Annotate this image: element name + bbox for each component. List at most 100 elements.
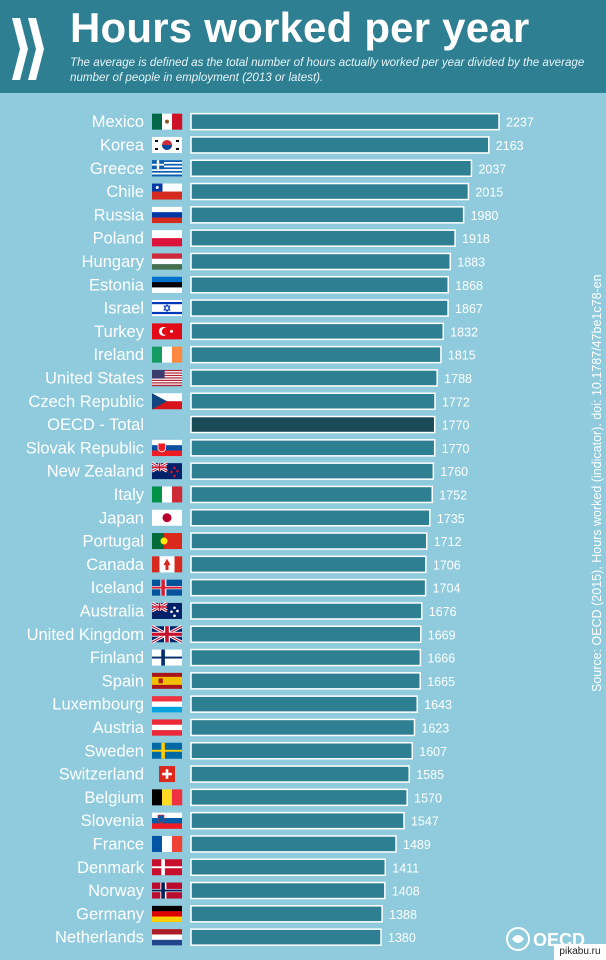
bar: [190, 672, 421, 690]
value-label: 1623: [421, 721, 449, 735]
value-label: 1547: [411, 815, 439, 829]
category-label: Spain: [102, 672, 144, 690]
bar-row: Finland 1666: [90, 648, 455, 667]
bar: [190, 345, 442, 364]
slovenia-flag-icon: [152, 812, 182, 829]
value-label: 1665: [427, 675, 455, 689]
luxembourg-flag-icon: [152, 696, 182, 713]
category-label: Israel: [104, 300, 144, 318]
value-label: 1411: [392, 861, 419, 875]
canada-flag-icon: [152, 556, 183, 573]
australia-flag-icon: [151, 601, 182, 619]
category-label: Chile: [106, 183, 144, 201]
bar-row: New Zealand 1760: [47, 461, 468, 481]
bar: [190, 858, 387, 876]
bar-row: Iceland 1704: [91, 578, 461, 597]
bar: [190, 415, 436, 434]
bar: [190, 206, 465, 224]
denmark-flag-icon: [152, 859, 182, 876]
category-label: Greece: [90, 160, 144, 178]
iceland-flag-icon: [152, 579, 182, 596]
netherlands-flag-icon: [152, 929, 182, 946]
category-label: Portugal: [83, 533, 144, 551]
value-label: 1570: [414, 791, 442, 805]
bar: [190, 928, 382, 946]
sweden-flag-icon: [152, 742, 182, 759]
turkey-flag-icon: [152, 323, 182, 340]
value-label: 1788: [444, 372, 472, 386]
category-label: Czech Republic: [28, 393, 144, 411]
value-label: 2237: [506, 116, 534, 130]
hungary-flag-icon: [152, 253, 182, 270]
italy-flag-icon: [152, 486, 183, 503]
category-label: Iceland: [91, 579, 144, 597]
ireland-flag-icon: [152, 346, 183, 363]
value-label: 1388: [389, 908, 417, 922]
page-subtitle: The average is defined as the total numb…: [70, 56, 585, 84]
category-label: Italy: [114, 486, 145, 504]
bar-row: Mexico 2237: [92, 112, 534, 131]
bar-row: Hungary 1883: [82, 252, 485, 271]
spain-flag-icon: [152, 672, 182, 689]
watermark: pikabu.ru: [554, 944, 606, 960]
bar: [190, 252, 452, 271]
category-label: Austria: [93, 719, 145, 737]
bar-row: Austria 1623: [93, 718, 449, 737]
category-label: Turkey: [94, 323, 145, 341]
category-label: Slovenia: [81, 812, 145, 830]
value-label: 1752: [439, 488, 467, 502]
value-label: 1868: [455, 279, 483, 293]
bar: [190, 881, 386, 900]
bar-row: Russia 1980: [94, 206, 498, 224]
bar-row: Spain 1665: [102, 672, 455, 690]
value-label: 1760: [440, 465, 468, 479]
bar-row: Israel 1867: [104, 299, 483, 318]
bar-row: Norway 1408: [88, 881, 420, 900]
header: Hours worked per year The average is def…: [0, 0, 606, 93]
category-label: Netherlands: [55, 929, 144, 947]
category-label: Denmark: [77, 859, 145, 877]
category-label: Germany: [76, 905, 145, 923]
slovak-republic-flag-icon: [152, 439, 182, 457]
category-label: France: [93, 835, 144, 853]
page-title: Hours worked per year: [70, 4, 530, 51]
bar: [190, 625, 422, 643]
bar-row: Germany 1388: [76, 905, 417, 923]
value-label: 1712: [434, 535, 462, 549]
source-note: Source: OECD (2015), Hours worked (indic…: [590, 230, 606, 700]
israel-flag-icon: [152, 300, 182, 317]
bar-row: Ireland 1815: [94, 345, 476, 364]
austria-flag-icon: [152, 719, 182, 736]
belgium-flag-icon: [152, 789, 183, 806]
category-label: Norway: [88, 882, 145, 900]
bar: [190, 485, 433, 504]
bar-row: Canada 1706: [86, 555, 461, 574]
estonia-flag-icon: [152, 276, 182, 293]
bar: [190, 811, 405, 830]
oecd-chevrons-icon: [12, 18, 44, 80]
bar-row: Czech Republic 1772: [28, 392, 470, 411]
bar: [190, 136, 490, 154]
category-label: Japan: [99, 509, 144, 527]
category-label: Mexico: [92, 113, 144, 131]
category-label: Russia: [94, 206, 145, 224]
bar-row: Korea 2163: [100, 136, 524, 154]
greece-flag-icon: [152, 160, 182, 177]
value-label: 1704: [433, 582, 461, 596]
bar: [190, 159, 473, 177]
bar: [190, 112, 500, 131]
bar: [190, 648, 422, 667]
bar: [190, 835, 397, 853]
bar: [190, 392, 436, 410]
russia-flag-icon: [152, 206, 182, 224]
value-label: 1706: [433, 558, 461, 572]
value-label: 2015: [475, 186, 503, 200]
bar-row: Denmark 1411: [77, 858, 419, 877]
bar-row: United States 1788: [45, 369, 472, 387]
value-label: 1607: [419, 745, 447, 759]
category-label: Luxembourg: [52, 696, 144, 714]
bar-row: Switzerland 1585: [59, 765, 444, 784]
value-label: 1666: [427, 652, 455, 666]
value-label: 1735: [437, 512, 465, 526]
japan-flag-icon: [152, 509, 182, 526]
